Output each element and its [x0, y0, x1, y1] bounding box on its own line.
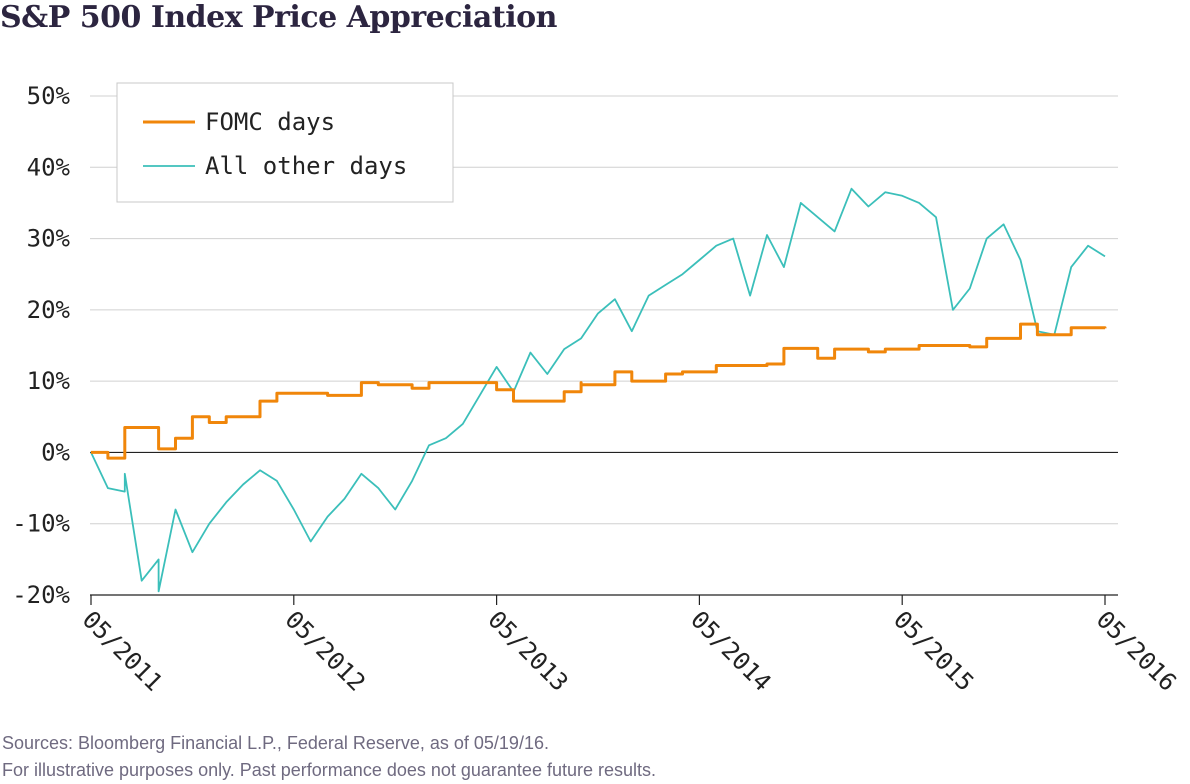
y-tick-label: 10% — [27, 367, 71, 395]
x-tick-label: 05/2016 — [1091, 605, 1182, 696]
series-line-all-other-days — [90, 187, 1106, 593]
y-tick-label: 40% — [27, 153, 71, 181]
y-tick-label: 0% — [41, 438, 70, 466]
y-axis: -20% -10% 0% 10% 20% 30% 40% 50% — [12, 82, 70, 609]
series-line-fomc-days — [91, 322, 1107, 460]
y-tick-label: 30% — [27, 225, 71, 253]
chart-title: S&P 500 Index Price Appreciation — [0, 0, 557, 35]
x-tick-label: 05/2011 — [77, 605, 168, 696]
x-tick-label: 05/2013 — [482, 605, 573, 696]
y-tick-label: -10% — [12, 510, 70, 538]
x-axis: 05/2011 05/2012 05/2013 05/2014 05/2015 05/20… — [77, 595, 1182, 697]
x-tick-label: 05/2014 — [685, 605, 776, 696]
legend: FOMC days All other days — [116, 82, 454, 203]
legend-label: FOMC days — [205, 108, 335, 136]
y-tick-label: 50% — [27, 82, 71, 110]
x-tick-label: 05/2012 — [280, 605, 371, 696]
series-group — [90, 187, 1107, 593]
disclaimer-note: For illustrative purposes only. Past per… — [2, 760, 657, 780]
x-tick-label: 05/2015 — [888, 605, 979, 696]
y-tick-label: -20% — [12, 581, 70, 609]
source-note: Sources: Bloomberg Financial L.P., Feder… — [2, 733, 549, 753]
chart-svg: -20% -10% 0% 10% 20% 30% 40% 50% 05/2011 05/2012… — [12, 82, 1182, 697]
legend-label: All other days — [205, 152, 407, 180]
legend-box — [116, 82, 454, 203]
y-tick-label: 20% — [27, 296, 71, 324]
